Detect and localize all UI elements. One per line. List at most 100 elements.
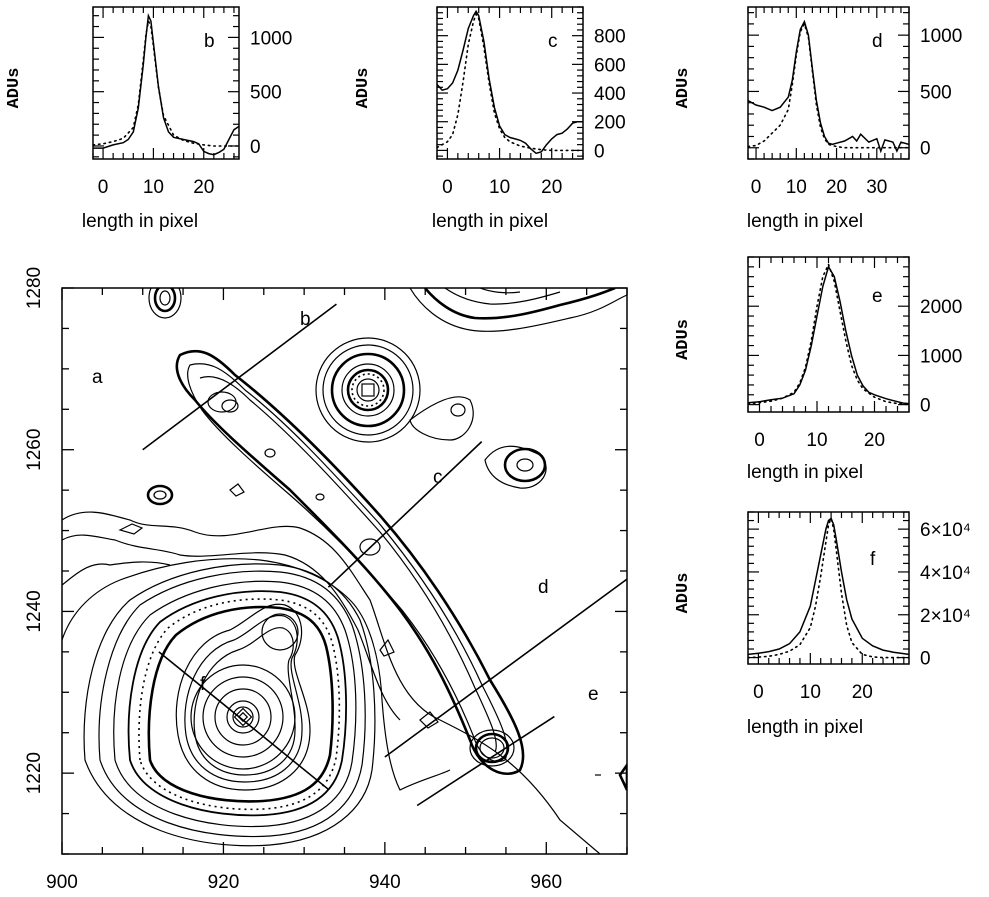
contour-line: [118, 523, 144, 535]
contour-line: [233, 707, 253, 727]
axis-ticks: [61, 287, 628, 855]
contour-line: [159, 290, 171, 306]
y-tick-label: 2×10⁴: [920, 606, 971, 627]
contour-line: [330, 352, 406, 428]
y-tick-label: 500: [920, 82, 952, 103]
contour-line: [346, 368, 390, 412]
contour-line: [322, 344, 414, 436]
y-tick-label: 1000: [920, 26, 962, 47]
x-axis-label: length in pixel: [747, 211, 863, 232]
x-tick-label: 20: [541, 177, 562, 198]
x-tick-label: 920: [208, 872, 240, 893]
y-tick-label: 600: [594, 55, 626, 76]
contour-line: [184, 614, 303, 783]
contour-line: [62, 561, 171, 586]
x-axis-label: length in pixel: [82, 211, 198, 232]
contour-line: [516, 458, 534, 472]
contour-line: [618, 762, 627, 791]
contour-line: [474, 732, 510, 764]
contour-line: [147, 605, 334, 803]
contour-line: [315, 337, 421, 443]
model-profile-line: [748, 21, 909, 149]
contour-line: [62, 534, 401, 721]
x-axis-label: length in pixel: [432, 211, 548, 232]
cut-line-d: [384, 578, 628, 758]
x-tick-label: 20: [864, 430, 885, 451]
contour-lines: [62, 288, 627, 854]
x-tick-label: 20: [852, 682, 873, 703]
panel-letter-e: e: [872, 286, 883, 307]
y-tick-label: 1220: [24, 752, 45, 794]
contour-line: [469, 729, 515, 767]
model-profile-line: [437, 12, 583, 152]
y-tick-label: 0: [920, 396, 931, 417]
x-tick-label: 10: [806, 430, 827, 451]
contour-line: [175, 349, 525, 776]
x-tick-label: 10: [786, 177, 807, 198]
plot-frame: [747, 511, 910, 665]
plot-frame: [436, 6, 584, 160]
y-tick-label: 1240: [24, 590, 45, 632]
x-tick-label: 0: [754, 430, 765, 451]
contour-line: [83, 563, 376, 847]
contour-line: [409, 396, 474, 441]
contour-line: [62, 558, 451, 791]
contour-line: [175, 603, 311, 791]
observed-profile-line: [748, 517, 909, 656]
contour-line: [207, 391, 237, 413]
contour-line: [379, 638, 395, 657]
cut-line-c: [327, 441, 483, 588]
cut-label-c: c: [433, 467, 443, 488]
y-tick-label: 400: [594, 84, 626, 105]
contour-line: [424, 288, 616, 320]
x-axis-label: length in pixel: [747, 462, 863, 483]
panel-letter-a: a: [92, 367, 103, 388]
plot-frame: [747, 256, 910, 413]
y-tick-label: 200: [594, 113, 626, 134]
plot-frame: [92, 6, 240, 160]
y-tick-label: 6×10⁴: [920, 520, 971, 541]
cut-line-b: [142, 303, 337, 451]
contour-line: [351, 373, 385, 407]
contour-line: [226, 700, 260, 734]
contour-line: [503, 447, 547, 483]
contour-line: [193, 627, 296, 776]
profile-panel-f: 0 10 20 0 2×10⁴ 4×10⁴ 6×10⁴ length in pixel ADUs…: [674, 511, 971, 738]
cut-label-b: b: [300, 309, 311, 330]
x-tick-label: 0: [751, 177, 762, 198]
contour-line: [356, 378, 380, 402]
x-tick-label: 940: [369, 872, 401, 893]
contour-line: [479, 288, 521, 294]
contour-line: [127, 590, 347, 817]
contour-line: [484, 445, 547, 489]
series-group: [748, 262, 909, 406]
series-group: [437, 9, 583, 155]
contour-line: [479, 737, 505, 759]
cut-label-f: f: [200, 674, 206, 695]
series-group: [748, 19, 909, 154]
y-tick-label: 1000: [920, 346, 962, 367]
contour-line: [232, 706, 254, 728]
contour-panel-a: b c d e f 900 920 940 960 1220 1240 1260 1280 a: [24, 267, 628, 893]
contour-line: [409, 288, 627, 332]
cut-label-e: e: [588, 684, 599, 705]
y-axis-label: ADUs: [674, 319, 693, 360]
y-axis-label: ADUs: [674, 68, 693, 109]
y-tick-label: 4×10⁴: [920, 563, 971, 584]
y-tick-label: 1000: [250, 28, 292, 49]
y-tick-label: 1260: [24, 429, 45, 471]
contour-line: [190, 664, 296, 770]
contour-line: [261, 613, 299, 651]
y-tick-label: 0: [250, 137, 261, 158]
series-group: [93, 12, 239, 156]
contour-line: [264, 448, 276, 458]
contour-line: [199, 376, 497, 753]
contour-line: [148, 288, 182, 319]
profile-panel-e: 0 10 20 0 1000 2000 length in pixel ADUs e: [674, 256, 962, 483]
contour-line: [361, 383, 375, 397]
y-tick-label: 0: [920, 139, 931, 160]
contour-line: [113, 580, 357, 828]
contour-line: [315, 493, 325, 501]
